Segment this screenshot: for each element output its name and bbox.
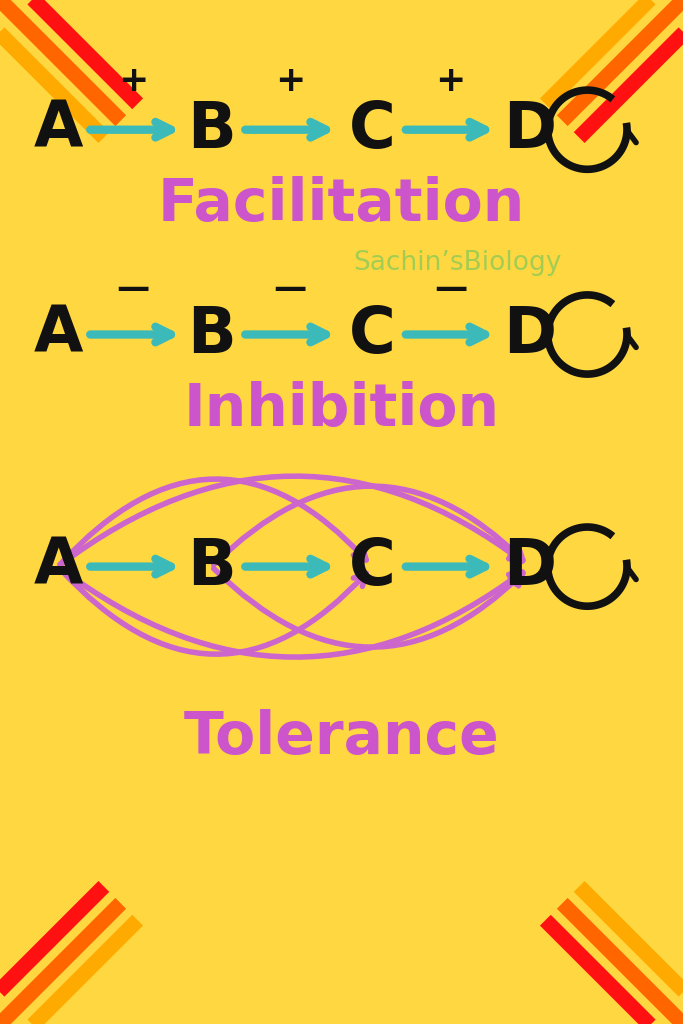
Text: A: A	[33, 303, 83, 366]
Text: B: B	[187, 98, 236, 161]
Text: D: D	[503, 303, 556, 366]
Text: C: C	[349, 536, 395, 598]
Text: +: +	[275, 63, 305, 97]
Text: +: +	[118, 63, 148, 97]
Text: Tolerance: Tolerance	[184, 709, 499, 766]
Text: Inhibition: Inhibition	[184, 381, 499, 438]
Text: Sachin’sBiology: Sachin’sBiology	[353, 250, 562, 275]
Text: —: —	[117, 271, 150, 304]
Text: +: +	[436, 63, 466, 97]
Text: A: A	[33, 98, 83, 161]
Text: B: B	[187, 303, 236, 366]
Text: B: B	[187, 536, 236, 598]
Text: —: —	[274, 271, 307, 304]
Text: C: C	[349, 98, 395, 161]
Text: C: C	[349, 303, 395, 366]
Text: D: D	[503, 98, 556, 161]
Text: A: A	[33, 536, 83, 598]
Text: Facilitation: Facilitation	[158, 176, 525, 233]
Text: D: D	[503, 536, 556, 598]
Text: —: —	[434, 271, 467, 304]
